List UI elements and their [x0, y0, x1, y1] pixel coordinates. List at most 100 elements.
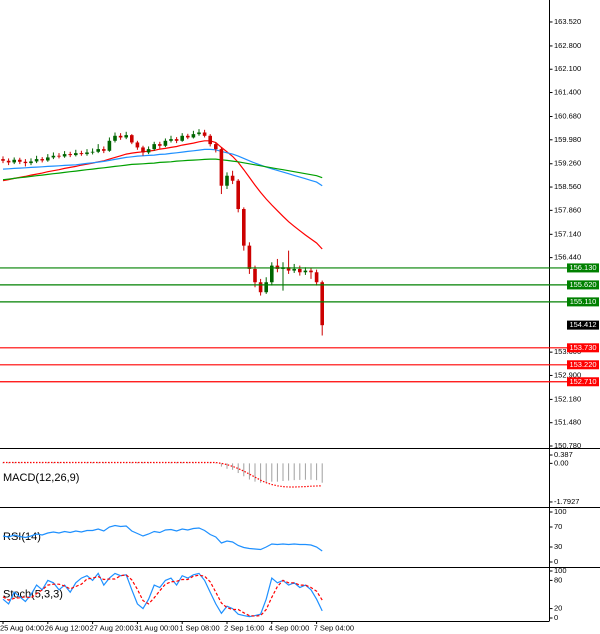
y-tick-label: 161.400: [554, 88, 581, 97]
candle-body: [152, 144, 156, 150]
candle-body: [130, 135, 134, 143]
last-price-box: [567, 320, 599, 330]
indicator-line: [3, 461, 323, 488]
level-label-box: [567, 377, 599, 387]
candle-body: [85, 152, 89, 155]
x-tick-label: 25 Aug 04:00: [0, 623, 44, 632]
y-tick-label: 152.180: [554, 394, 581, 403]
candle-body: [292, 268, 296, 271]
pane-title: MACD(12,26,9): [3, 472, 79, 484]
candle-body: [236, 180, 240, 210]
y-tick-label: 163.520: [554, 17, 581, 26]
y-tick-label: 151.480: [554, 418, 581, 427]
candle-body: [191, 134, 196, 138]
x-tick-label: 31 Aug 00:00: [134, 623, 178, 632]
indicator-line: [2, 524, 323, 552]
candle-body: [18, 159, 22, 162]
y-tick-label: 0.00: [554, 458, 569, 467]
candle-body: [309, 270, 313, 273]
candle-body: [113, 135, 117, 141]
candle-body: [242, 209, 246, 246]
candle-body: [314, 272, 319, 283]
candle-body: [90, 151, 95, 153]
y-tick-label: 152.900: [554, 370, 581, 379]
indicator-line: [2, 140, 323, 250]
candle-body: [124, 135, 128, 138]
candle-body: [102, 149, 106, 151]
candle-body: [247, 245, 252, 269]
candle-body: [169, 139, 173, 141]
y-tick-label: -1.7927: [554, 497, 579, 506]
candle-body: [34, 159, 39, 162]
y-tick-label: 162.100: [554, 64, 581, 73]
x-tick-label: 2 Sep 16:00: [224, 623, 264, 632]
level-label-box: [567, 263, 599, 273]
y-tick-label: 150.780: [554, 441, 581, 450]
y-tick-label: 157.140: [554, 229, 581, 238]
candle-body: [174, 139, 179, 141]
candle-body: [118, 135, 123, 138]
candle-body: [320, 282, 324, 326]
candle-body: [230, 175, 235, 181]
candle-body: [23, 161, 28, 164]
y-tick-label: 158.560: [554, 182, 581, 191]
y-tick-label: 30: [554, 542, 562, 551]
x-tick-label: 26 Aug 12:00: [45, 623, 89, 632]
candle-body: [303, 270, 308, 273]
level-label: 153.730: [569, 343, 596, 352]
candle-body: [208, 135, 212, 145]
x-tick-label: 1 Sep 08:00: [179, 623, 219, 632]
candle-body: [96, 149, 100, 152]
y-tick-label: 0: [554, 557, 558, 566]
candle-body: [6, 160, 11, 163]
level-label-box: [567, 280, 599, 290]
candle-body: [68, 154, 72, 156]
candle-body: [1, 159, 5, 161]
candle-body: [74, 153, 78, 156]
x-tick-label: 27 Aug 20:00: [90, 623, 134, 632]
candle-body: [12, 159, 16, 163]
candle-body: [141, 147, 145, 153]
candle-body: [29, 161, 33, 164]
level-label: 156.130: [569, 263, 596, 272]
x-tick-label: 4 Sep 00:00: [269, 623, 309, 632]
level-label: 155.110: [570, 297, 597, 306]
level-label-box: [567, 360, 599, 370]
level-label: 152.710: [569, 377, 596, 386]
y-tick-label: 159.260: [554, 159, 581, 168]
level-label: 153.220: [569, 360, 596, 369]
candle-body: [40, 159, 44, 161]
candle-body: [158, 144, 162, 146]
candle-body: [225, 175, 229, 186]
y-tick-label: 159.980: [554, 135, 581, 144]
candle-body: [253, 268, 257, 283]
indicator-line: [2, 158, 323, 181]
last-price-label: 154.412: [569, 320, 596, 329]
candle-body: [186, 135, 190, 138]
candle-body: [219, 149, 224, 186]
candle-body: [79, 153, 84, 155]
y-tick-label: 100: [554, 507, 567, 516]
candle-body: [270, 265, 274, 283]
candle-body: [146, 149, 151, 153]
candle-body: [258, 282, 263, 293]
candle-body: [180, 135, 184, 141]
candle-body: [286, 267, 291, 271]
candle-body: [51, 155, 56, 158]
y-tick-label: 162.800: [554, 41, 581, 50]
y-tick-label: 70: [554, 522, 562, 531]
y-tick-label: 0: [554, 613, 558, 622]
y-tick-label: 100: [554, 566, 567, 575]
level-label-box: [567, 297, 599, 307]
candle-body: [107, 140, 112, 151]
candle-body: [298, 268, 302, 273]
level-label-box: [567, 343, 599, 353]
candle-body: [275, 265, 280, 269]
candle-body: [57, 155, 61, 157]
y-tick-label: 20: [554, 604, 562, 613]
candle-body: [62, 154, 67, 157]
y-tick-label: 156.440: [554, 253, 581, 262]
candle-body: [163, 140, 168, 146]
candle-body: [264, 282, 268, 293]
